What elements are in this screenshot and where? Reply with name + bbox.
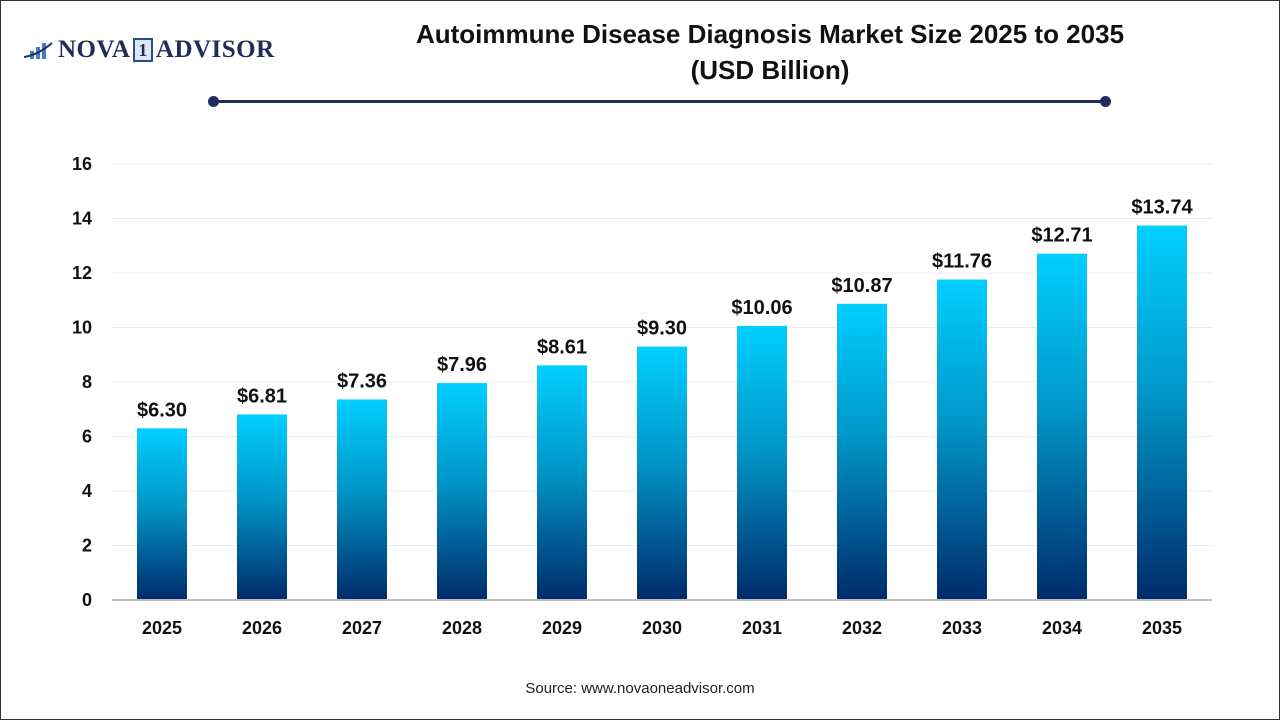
bar-chart-logo-icon <box>23 42 53 59</box>
bar-2026 <box>237 414 287 600</box>
y-tick-label: 0 <box>82 590 92 610</box>
y-tick-label: 14 <box>72 209 92 229</box>
bar-2033 <box>937 279 987 600</box>
logo-text-nova: NOVA <box>58 36 131 63</box>
bar-2027 <box>337 399 387 600</box>
data-label: $6.81 <box>237 385 287 407</box>
logo-text-one: 1 <box>133 38 153 62</box>
y-tick-label: 6 <box>82 427 92 447</box>
chart-subtitle: (USD Billion) <box>690 55 850 85</box>
x-tick-label: 2034 <box>1042 618 1082 638</box>
data-label: $10.06 <box>731 297 792 319</box>
data-label: $7.96 <box>437 354 487 376</box>
data-label: $11.76 <box>932 251 992 273</box>
x-tick-label: 2035 <box>1142 618 1182 638</box>
data-label: $8.61 <box>537 336 587 358</box>
x-tick-label: 2030 <box>642 618 682 638</box>
y-tick-label: 8 <box>82 372 92 392</box>
data-label: $13.74 <box>1131 197 1193 219</box>
y-tick-label: 2 <box>82 536 92 556</box>
bar-2025 <box>137 428 187 600</box>
x-tick-label: 2026 <box>242 618 282 638</box>
x-tick-label: 2033 <box>942 618 982 638</box>
bar-2035 <box>1137 225 1187 600</box>
bar-2030 <box>637 346 687 600</box>
y-tick-label: 4 <box>82 481 92 501</box>
x-tick-label: 2027 <box>342 618 382 638</box>
bar-2032 <box>837 303 887 600</box>
x-tick-label: 2031 <box>742 618 782 638</box>
title-divider <box>213 100 1106 103</box>
data-label: $6.30 <box>137 399 187 421</box>
divider-dot-right <box>1100 96 1111 107</box>
y-tick-label: 16 <box>72 154 92 174</box>
data-label: $7.36 <box>337 370 387 392</box>
nova-advisor-logo: NOVA 1 ADVISOR <box>22 36 275 64</box>
y-tick-label: 10 <box>72 318 92 338</box>
divider-dot-left <box>208 96 219 107</box>
data-label: $12.71 <box>1031 225 1092 247</box>
bar-2031 <box>737 325 787 600</box>
x-tick-label: 2025 <box>142 618 182 638</box>
data-label: $10.87 <box>831 275 892 297</box>
x-tick-label: 2029 <box>542 618 582 638</box>
x-tick-label: 2028 <box>442 618 482 638</box>
source-note: Source: www.novaoneadvisor.com <box>525 680 755 697</box>
x-tick-label: 2032 <box>842 618 882 638</box>
bar-2034 <box>1037 253 1087 600</box>
data-label: $9.30 <box>637 318 687 340</box>
y-tick-label: 12 <box>72 263 92 283</box>
bar-2028 <box>437 383 487 600</box>
bar-2029 <box>537 365 587 600</box>
chart-title: Autoimmune Disease Diagnosis Market Size… <box>330 16 1210 88</box>
logo-text-advisor: ADVISOR <box>155 36 275 63</box>
chart-title-main: Autoimmune Disease Diagnosis Market Size… <box>415 19 1125 49</box>
